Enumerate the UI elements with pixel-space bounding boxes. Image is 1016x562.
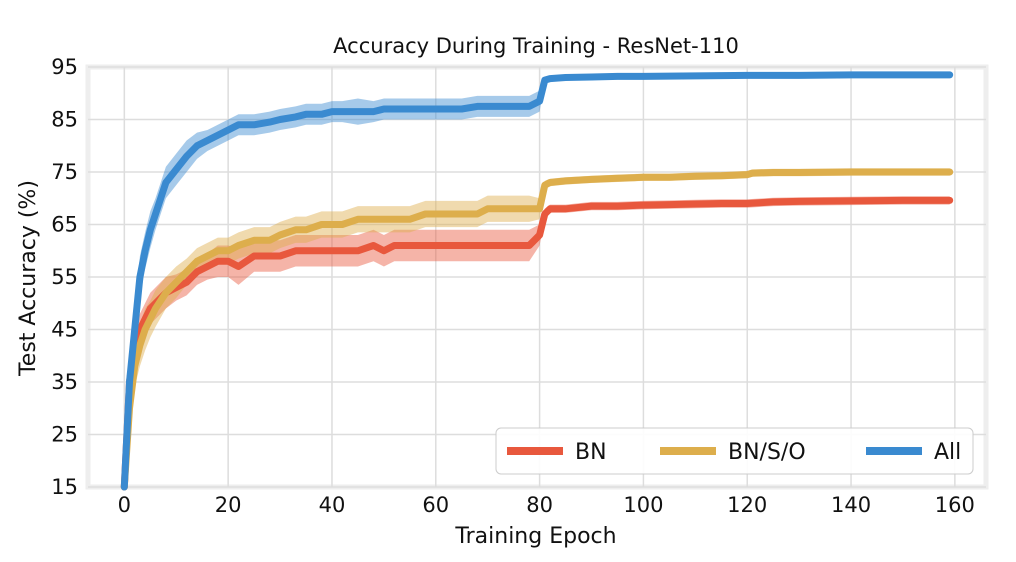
legend-label-bn-s-o: BN/S/O — [728, 440, 806, 465]
x-tick-label: 40 — [319, 493, 346, 517]
x-tick-label: 120 — [727, 493, 767, 517]
y-tick-label: 75 — [51, 160, 78, 184]
chart-title: Accuracy During Training - ResNet-110 — [333, 34, 739, 58]
x-tick-label: 100 — [623, 493, 663, 517]
grid — [88, 66, 986, 488]
y-tick-label: 65 — [51, 213, 78, 237]
x-tick-label: 80 — [526, 493, 553, 517]
legend-box — [495, 427, 974, 475]
tick-labels: 0 20 40 60 80 100 120 140 160 15 25 35 45 55 65 75 85 95 — [51, 55, 975, 517]
series-lines — [120, 71, 954, 491]
x-tick-label: 140 — [831, 493, 871, 517]
band-all — [124, 72, 950, 488]
legend: BN BN/S/O All — [495, 427, 974, 475]
series-line-bn — [120, 196, 954, 491]
x-tick-label: 60 — [422, 493, 449, 517]
y-tick-label: 85 — [51, 108, 78, 132]
confidence-bands — [124, 72, 950, 488]
y-axis-label: Test Accuracy (%) — [16, 180, 41, 377]
legend-label-bn: BN — [575, 440, 607, 465]
x-tick-label: 20 — [215, 493, 242, 517]
legend-label-all: All — [934, 440, 961, 465]
y-tick-label: 55 — [51, 265, 78, 289]
y-tick-label: 35 — [51, 370, 78, 394]
x-tick-label: 160 — [935, 493, 975, 517]
y-tick-label: 45 — [51, 318, 78, 342]
x-axis-label: Training Epoch — [454, 524, 616, 549]
y-tick-label: 25 — [51, 423, 78, 447]
y-tick-label: 95 — [51, 55, 78, 79]
series-line-bn-s-o — [120, 168, 954, 491]
y-tick-label: 15 — [51, 475, 78, 499]
x-tick-label: 0 — [118, 493, 131, 517]
series-line-all — [120, 71, 954, 491]
